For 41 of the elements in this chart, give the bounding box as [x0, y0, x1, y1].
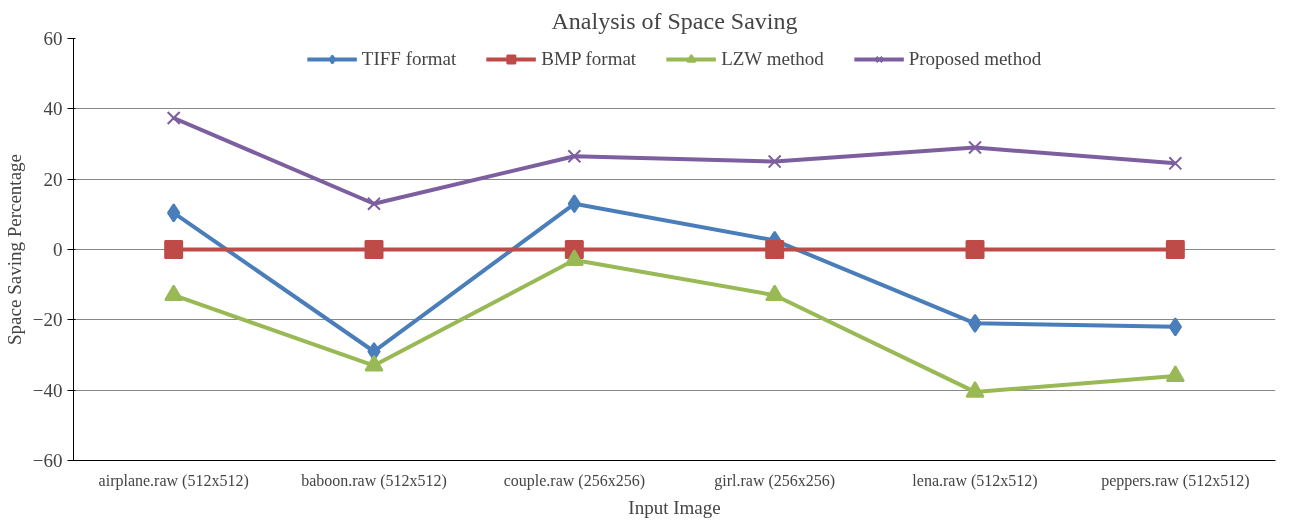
- point: [567, 194, 581, 214]
- point: [765, 240, 785, 259]
- x-tick-label: lena.raw (512x512): [912, 471, 1038, 490]
- point: [767, 154, 782, 169]
- point: [1165, 365, 1185, 383]
- point: [765, 284, 785, 302]
- y-tick-label: 60: [43, 28, 63, 49]
- point: [164, 240, 184, 259]
- x-tick-label: airplane.raw (512x512): [98, 471, 249, 490]
- y-axis-title: Space Saving Percentage: [3, 154, 25, 345]
- y-tick-label: −60: [32, 450, 63, 471]
- y-tick-label: −40: [32, 379, 63, 401]
- point: [1168, 317, 1182, 337]
- point: [968, 313, 982, 333]
- legend-label: LZW method: [721, 48, 824, 70]
- point: [167, 203, 181, 223]
- legend-label: TIFF format: [361, 48, 457, 70]
- point: [1168, 156, 1183, 171]
- x-tick-label: baboon.raw (512x512): [301, 471, 447, 490]
- y-tick-label: −20: [32, 309, 63, 331]
- point: [967, 140, 983, 155]
- legend-label: BMP format: [541, 48, 637, 70]
- point: [965, 381, 985, 398]
- y-tick-label: 0: [53, 239, 63, 260]
- point: [1165, 240, 1185, 259]
- x-tick-label: couple.raw (256x256): [503, 471, 645, 490]
- point: [166, 110, 181, 125]
- point: [164, 284, 184, 302]
- point: [364, 354, 384, 372]
- y-tick-label: 40: [43, 98, 63, 120]
- legend-label: Proposed method: [908, 48, 1042, 70]
- y-tick-label: 20: [43, 168, 63, 190]
- point: [564, 249, 584, 266]
- x-tick-label: girl.raw (256x256): [714, 471, 836, 490]
- x-axis-title: Input Image: [628, 496, 721, 518]
- point: [965, 240, 985, 259]
- chart-title: Analysis of Space Saving: [551, 7, 798, 34]
- point: [364, 240, 384, 259]
- point: [567, 149, 582, 164]
- point: [366, 196, 382, 211]
- x-tick-label: peppers.raw (512x512): [1101, 471, 1250, 490]
